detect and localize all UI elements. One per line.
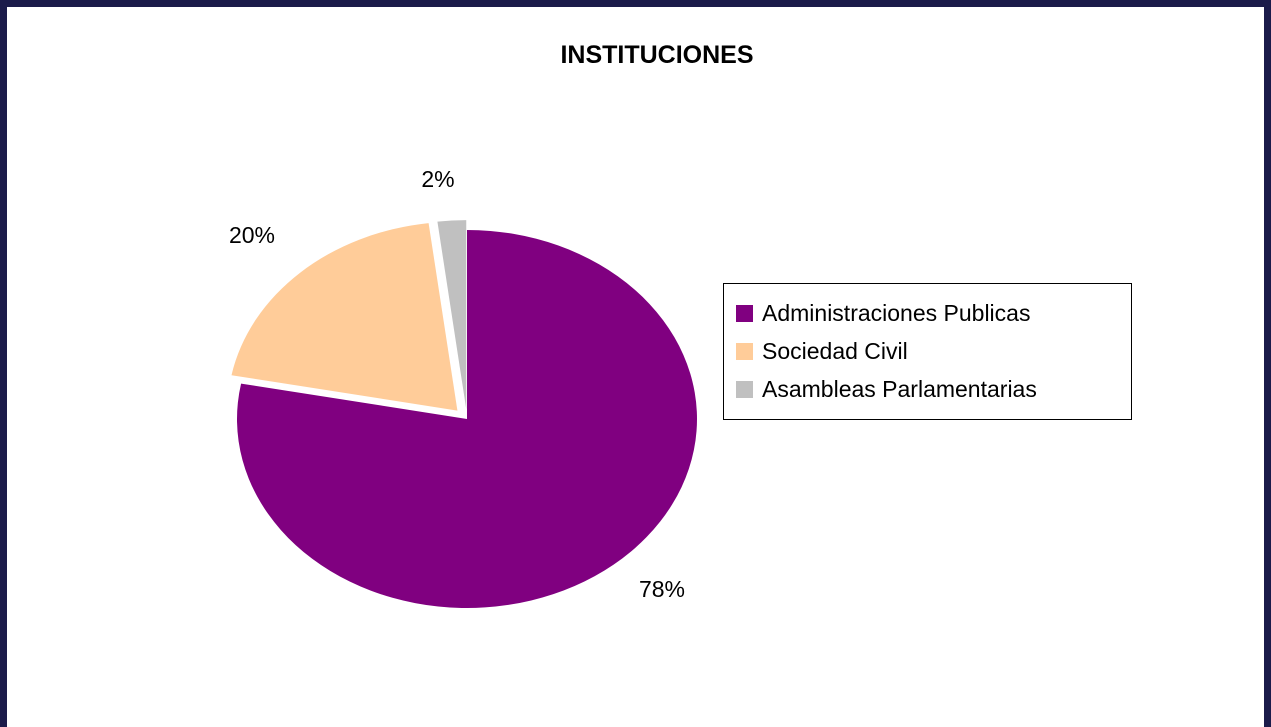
- pie-slice: [237, 230, 698, 608]
- slice-label: 20%: [229, 222, 275, 248]
- pie-slice: [437, 220, 467, 410]
- legend: Administraciones Publicas Sociedad Civil…: [723, 283, 1132, 420]
- legend-item-asambleas-parlamentarias: Asambleas Parlamentarias: [724, 370, 1131, 408]
- legend-swatch: [736, 304, 753, 322]
- legend-swatch: [736, 342, 753, 360]
- pie-slices: [231, 220, 698, 608]
- pie-chart: 78% 20% 2%: [229, 166, 698, 608]
- slice-label: 2%: [421, 166, 454, 192]
- pie-labels: 78% 20% 2%: [229, 166, 685, 602]
- legend-swatch: [736, 380, 753, 398]
- legend-label: Asambleas Parlamentarias: [762, 375, 1037, 402]
- legend-item-administraciones-publicas: Administraciones Publicas: [724, 294, 1131, 332]
- legend-label: Sociedad Civil: [762, 337, 908, 364]
- legend-label: Administraciones Publicas: [762, 299, 1031, 326]
- slice-label: 78%: [639, 576, 685, 602]
- chart-frame: INSTITUCIONES 78% 20% 2% Administraciones …: [7, 7, 1264, 727]
- chart-title: INSTITUCIONES: [560, 41, 754, 69]
- legend-item-sociedad-civil: Sociedad Civil: [724, 332, 1131, 370]
- pie-slice: [231, 223, 458, 411]
